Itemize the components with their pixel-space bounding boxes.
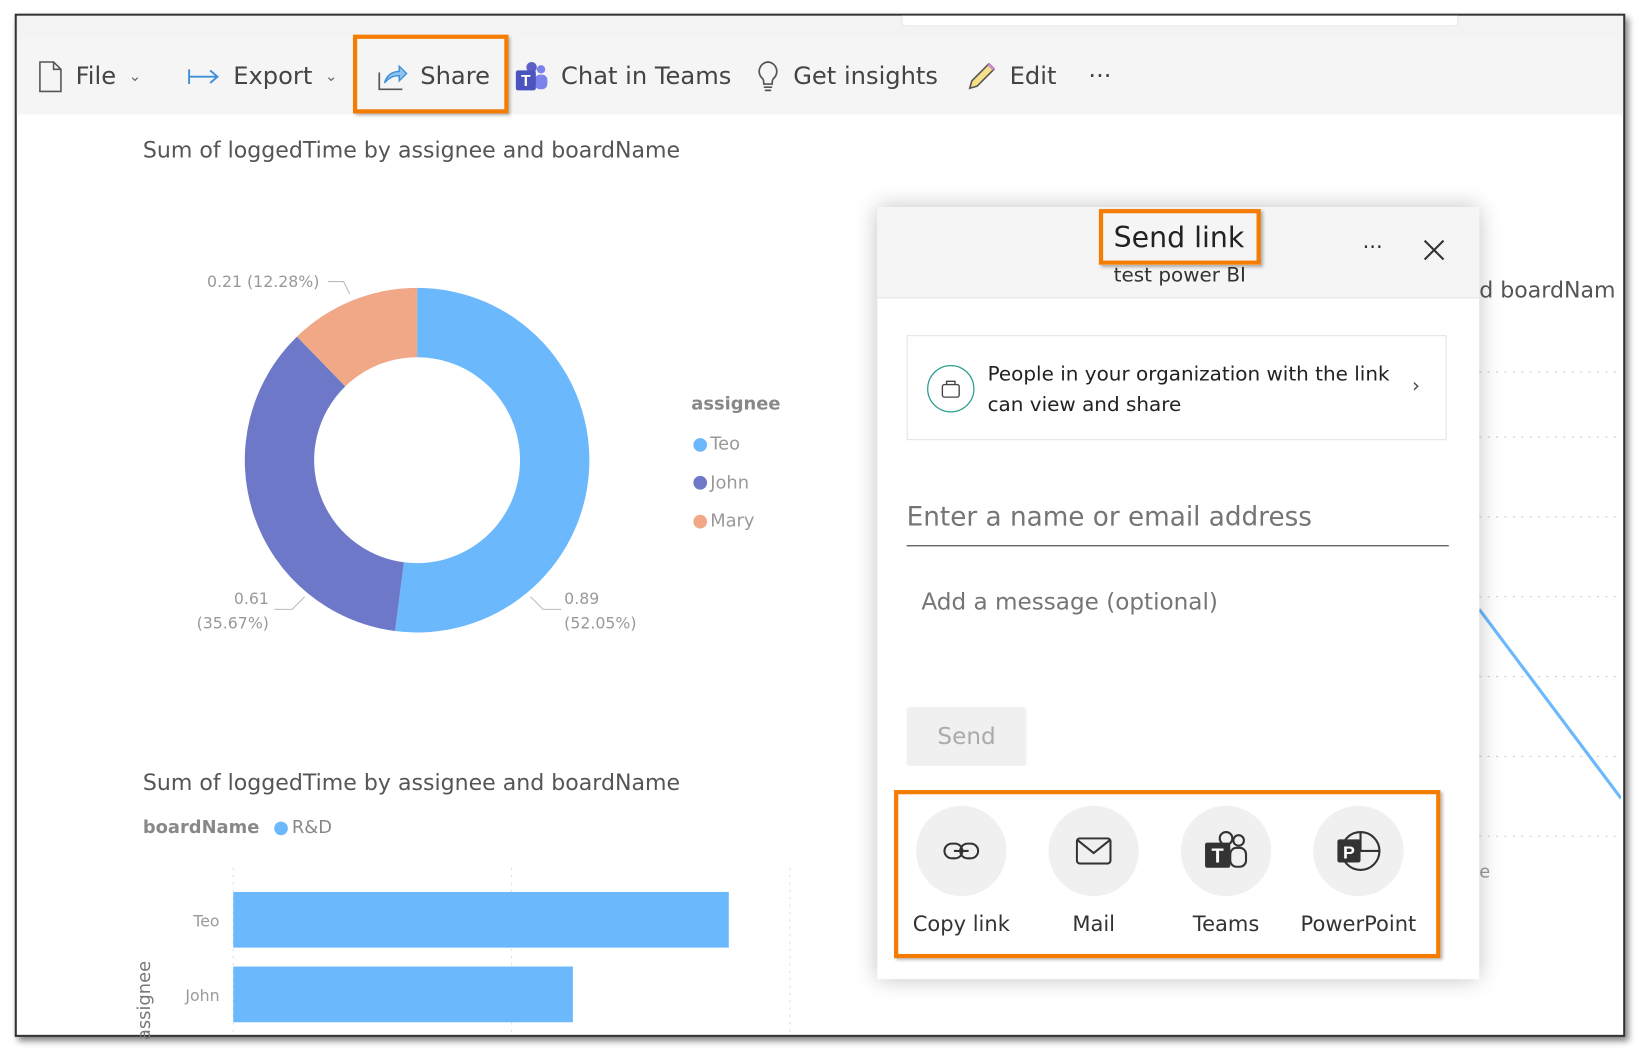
more-options-button[interactable]: ··· [1088,39,1111,115]
lightbulb-icon [758,61,778,92]
legend-item-teo[interactable]: Teo [693,425,754,463]
search-box[interactable] [901,15,1459,27]
recipient-input[interactable] [906,486,1449,547]
teams-icon: T [515,61,548,91]
background-label: e [1479,861,1491,883]
donut-data-label: 0.89 [564,589,599,608]
mail-icon [1075,837,1112,865]
donut-data-label: 0.61 [234,589,269,608]
ellipsis-icon: ··· [1088,63,1112,91]
legend-item-john[interactable]: John [693,464,754,502]
teams-share-button[interactable]: T Teams [1163,805,1289,937]
top-band [16,15,1624,39]
bar-john[interactable] [233,966,573,1023]
dialog-header [877,206,1480,299]
pencil-icon [968,62,995,90]
y-tick-label: Teo [192,912,219,931]
dialog-title: Send link [1113,221,1245,255]
donut-data-label: 0.21 (12.28%) [207,272,319,291]
get-insights-label: Get insights [793,63,939,91]
bar-teo[interactable] [233,891,729,948]
legend-label: John [710,472,750,494]
teams-label: Teams [1192,910,1260,937]
share-button[interactable]: Share [376,39,490,115]
chevron-down-icon: ⌄ [128,68,142,86]
donut-legend-title: assignee [691,393,781,415]
link-icon [943,842,980,860]
export-menu[interactable]: Export ⌄ [187,39,337,115]
donut-data-label-percent: (52.05%) [564,613,636,632]
file-icon [39,61,62,93]
message-input[interactable] [921,589,1437,674]
copy-link-button[interactable]: Copy link [898,805,1024,937]
chevron-down-icon: ⌄ [324,68,338,86]
bar-legend: boardName R&D [143,817,332,838]
legend-label: Mary [710,510,755,532]
powerpoint-icon: P [1337,831,1381,871]
send-link-highlight [1098,209,1261,265]
legend-dot [693,476,708,490]
donut-chart-title: Sum of loggedTime by assignee and boardN… [142,137,681,163]
toolbar: File ⌄ Export ⌄ Share T Chat in Teams Ge… [16,38,1624,115]
bar-y-axis-label: assignee [134,960,156,1041]
chat-in-teams-label: Chat in Teams [561,63,732,91]
chat-in-teams-button[interactable]: T Chat in Teams [515,39,732,115]
svg-text:T: T [521,73,531,90]
leader-lines [274,281,562,610]
share-label: Share [420,63,490,91]
send-button[interactable]: Send [906,707,1027,766]
donut-data-label-percent: (35.67%) [197,613,269,632]
bar-legend-title: boardName [142,817,260,839]
donut-slice-mary[interactable] [296,287,418,387]
bar-chart-title: Sum of loggedTime by assignee and boardN… [142,770,681,796]
dialog-more-button[interactable]: ··· [1362,234,1383,260]
bar-chart: Teo John [184,867,791,1035]
file-label: File [75,63,117,91]
legend-dot [274,821,288,835]
export-icon [188,69,219,85]
y-tick-label: John [184,986,219,1005]
get-insights-button[interactable]: Get insights [755,39,938,115]
file-menu[interactable]: File ⌄ [38,39,141,115]
send-link-dialog: Send link test power BI ··· People in yo… [877,206,1480,980]
edit-label: Edit [1009,63,1057,91]
share-options-highlight [894,790,1441,959]
copy-link-label: Copy link [912,910,1010,937]
teams-icon: T [1205,831,1248,868]
legend-dot [693,514,708,529]
background-chart-title: d boardNam [1479,277,1616,303]
legend-item-rd: R&D [291,817,332,839]
mail-label: Mail [1072,910,1116,937]
edit-button[interactable]: Edit [966,39,1057,115]
mail-button[interactable]: Mail [1031,805,1157,937]
svg-text:T: T [1212,846,1224,868]
line-series [1479,608,1622,800]
briefcase-icon [927,364,975,413]
legend-dot [693,437,708,452]
background-line-chart [1479,371,1622,837]
share-highlight [353,34,509,114]
export-label: Export [233,63,313,91]
powerpoint-label: PowerPoint [1300,910,1417,937]
permission-text: People in your organization with the lin… [987,362,1390,417]
donut-slice-john[interactable] [244,336,404,632]
legend-label: Teo [710,434,740,456]
dialog-subtitle: test power BI [1113,263,1246,287]
donut-slice-teo[interactable] [394,287,590,633]
svg-text:P: P [1343,842,1355,862]
close-icon[interactable] [1423,238,1446,261]
link-permission-settings[interactable]: People in your organization with the lin… [906,335,1447,441]
donut-legend: Teo John Mary [693,425,754,540]
powerpoint-button[interactable]: P PowerPoint [1295,805,1421,937]
share-icon [378,64,408,91]
legend-item-mary[interactable]: Mary [693,502,754,540]
chevron-right-icon: › [1412,374,1421,398]
donut-chart: 0.89 (52.05%) 0.61 (35.67%) 0.21 (12.28%) [197,272,637,633]
